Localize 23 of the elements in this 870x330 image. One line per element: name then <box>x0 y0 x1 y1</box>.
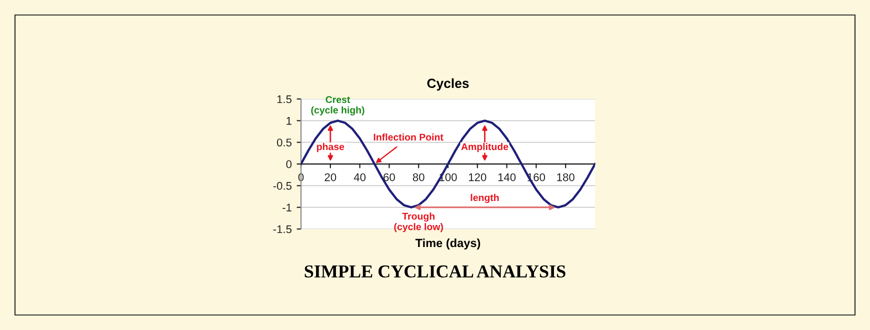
x-tick-label: 140 <box>498 173 516 182</box>
y-tick-label: -1.5 <box>273 225 292 234</box>
text: SIMPLE CYCLICAL ANALYSIS <box>304 265 566 278</box>
y-tick-label: -0.5 <box>273 182 292 190</box>
y-tick-label: 0.5 <box>276 138 292 146</box>
annotation: Inflection Point <box>374 133 444 141</box>
x-tick-label: 20 <box>324 173 336 182</box>
x-axis-title: Time (days) <box>415 238 480 250</box>
annotation: Amplitude <box>461 143 508 152</box>
x-tick-label: 180 <box>557 173 574 182</box>
annotation: Trough (cycle low) <box>394 212 443 232</box>
y-tick-label: 1 <box>286 117 292 125</box>
x-tick-label: 60 <box>384 173 395 182</box>
annotation: phase <box>316 143 344 152</box>
annotation: length <box>470 194 499 203</box>
annotation: Crest (cycle high) <box>311 96 364 116</box>
y-tick-label: -1 <box>282 204 292 212</box>
y-tick-label: 1.5 <box>277 95 292 104</box>
x-tick-label: 80 <box>412 173 424 182</box>
y-tick-label: 0 <box>286 160 292 168</box>
x-tick-label: 120 <box>468 173 486 182</box>
x-tick-label: 40 <box>354 173 366 182</box>
chart-title: Cycles <box>427 78 469 91</box>
